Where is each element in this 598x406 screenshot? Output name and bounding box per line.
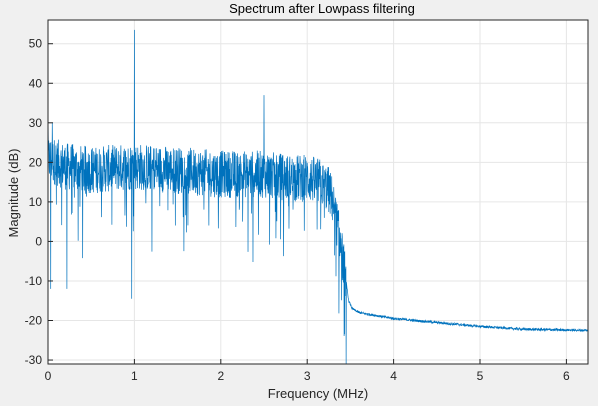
chart-title: Spectrum after Lowpass filtering <box>229 1 415 16</box>
x-tick-label: 2 <box>217 369 224 383</box>
y-tick-label: 10 <box>29 195 43 209</box>
y-tick-label: -30 <box>25 353 43 367</box>
y-axis-label: Magnitude (dB) <box>6 149 21 238</box>
x-tick-label: 3 <box>304 369 311 383</box>
x-tick-label: 1 <box>131 369 138 383</box>
axes-box <box>47 19 589 365</box>
y-tick-label: 30 <box>29 116 43 130</box>
spectrum-trace <box>47 29 589 365</box>
y-tick-label: 40 <box>29 76 43 90</box>
y-tick-label: 20 <box>29 155 43 169</box>
x-tick-label: 0 <box>45 369 52 383</box>
x-tick-label: 4 <box>390 369 397 383</box>
grid <box>47 20 588 364</box>
y-tick-label: 0 <box>35 234 42 248</box>
x-axis-ticks: 0 1 2 3 4 5 6 <box>45 359 570 383</box>
y-tick-label: 50 <box>29 37 43 51</box>
y-axis-ticks: -30 -20 -10 0 10 20 30 40 50 <box>25 37 53 367</box>
x-tick-label: 5 <box>477 369 484 383</box>
x-axis-label: Frequency (MHz) <box>268 386 368 401</box>
x-tick-label: 6 <box>563 369 570 383</box>
y-tick-label: -20 <box>25 314 43 328</box>
y-tick-label: -10 <box>25 274 43 288</box>
